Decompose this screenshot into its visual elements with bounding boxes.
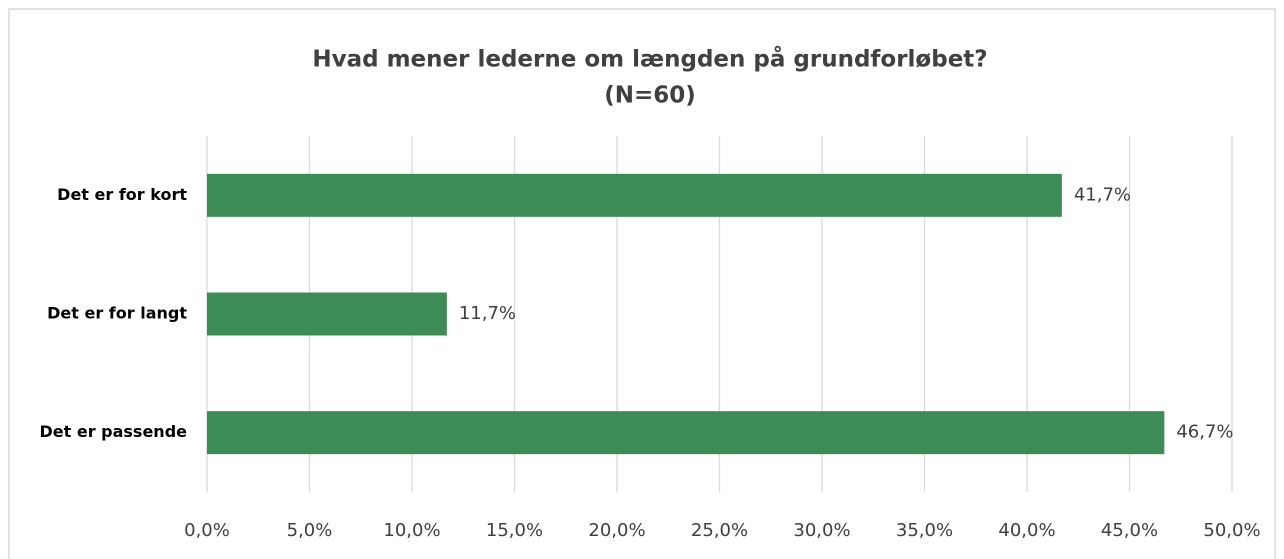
- value-label: 11,7%: [459, 303, 516, 324]
- x-tick-label: 0,0%: [184, 520, 230, 541]
- chart-border: [8, 8, 1276, 559]
- x-tick-label: 50,0%: [1203, 520, 1260, 541]
- x-tick-label: 10,0%: [383, 520, 440, 541]
- x-tick-label: 25,0%: [691, 520, 748, 541]
- x-tick-label: 5,0%: [287, 520, 333, 541]
- y-tick-label: Det er passende: [39, 422, 187, 441]
- y-tick-label: Det er for kort: [57, 185, 187, 204]
- bar: [207, 292, 447, 336]
- y-tick-label: Det er for langt: [47, 304, 187, 323]
- x-tick-label: 45,0%: [1101, 520, 1158, 541]
- x-tick-label: 40,0%: [998, 520, 1055, 541]
- bar: [207, 411, 1165, 455]
- bar: [207, 173, 1062, 217]
- x-tick-label: 15,0%: [486, 520, 543, 541]
- x-tick-label: 30,0%: [793, 520, 850, 541]
- chart-subtitle: (N=60): [604, 83, 696, 109]
- x-tick-label: 20,0%: [588, 520, 645, 541]
- chart-title: Hvad mener lederne om længden på grundfo…: [312, 46, 987, 73]
- value-label: 41,7%: [1074, 184, 1131, 205]
- value-label: 46,7%: [1176, 422, 1233, 443]
- x-tick-label: 35,0%: [896, 520, 953, 541]
